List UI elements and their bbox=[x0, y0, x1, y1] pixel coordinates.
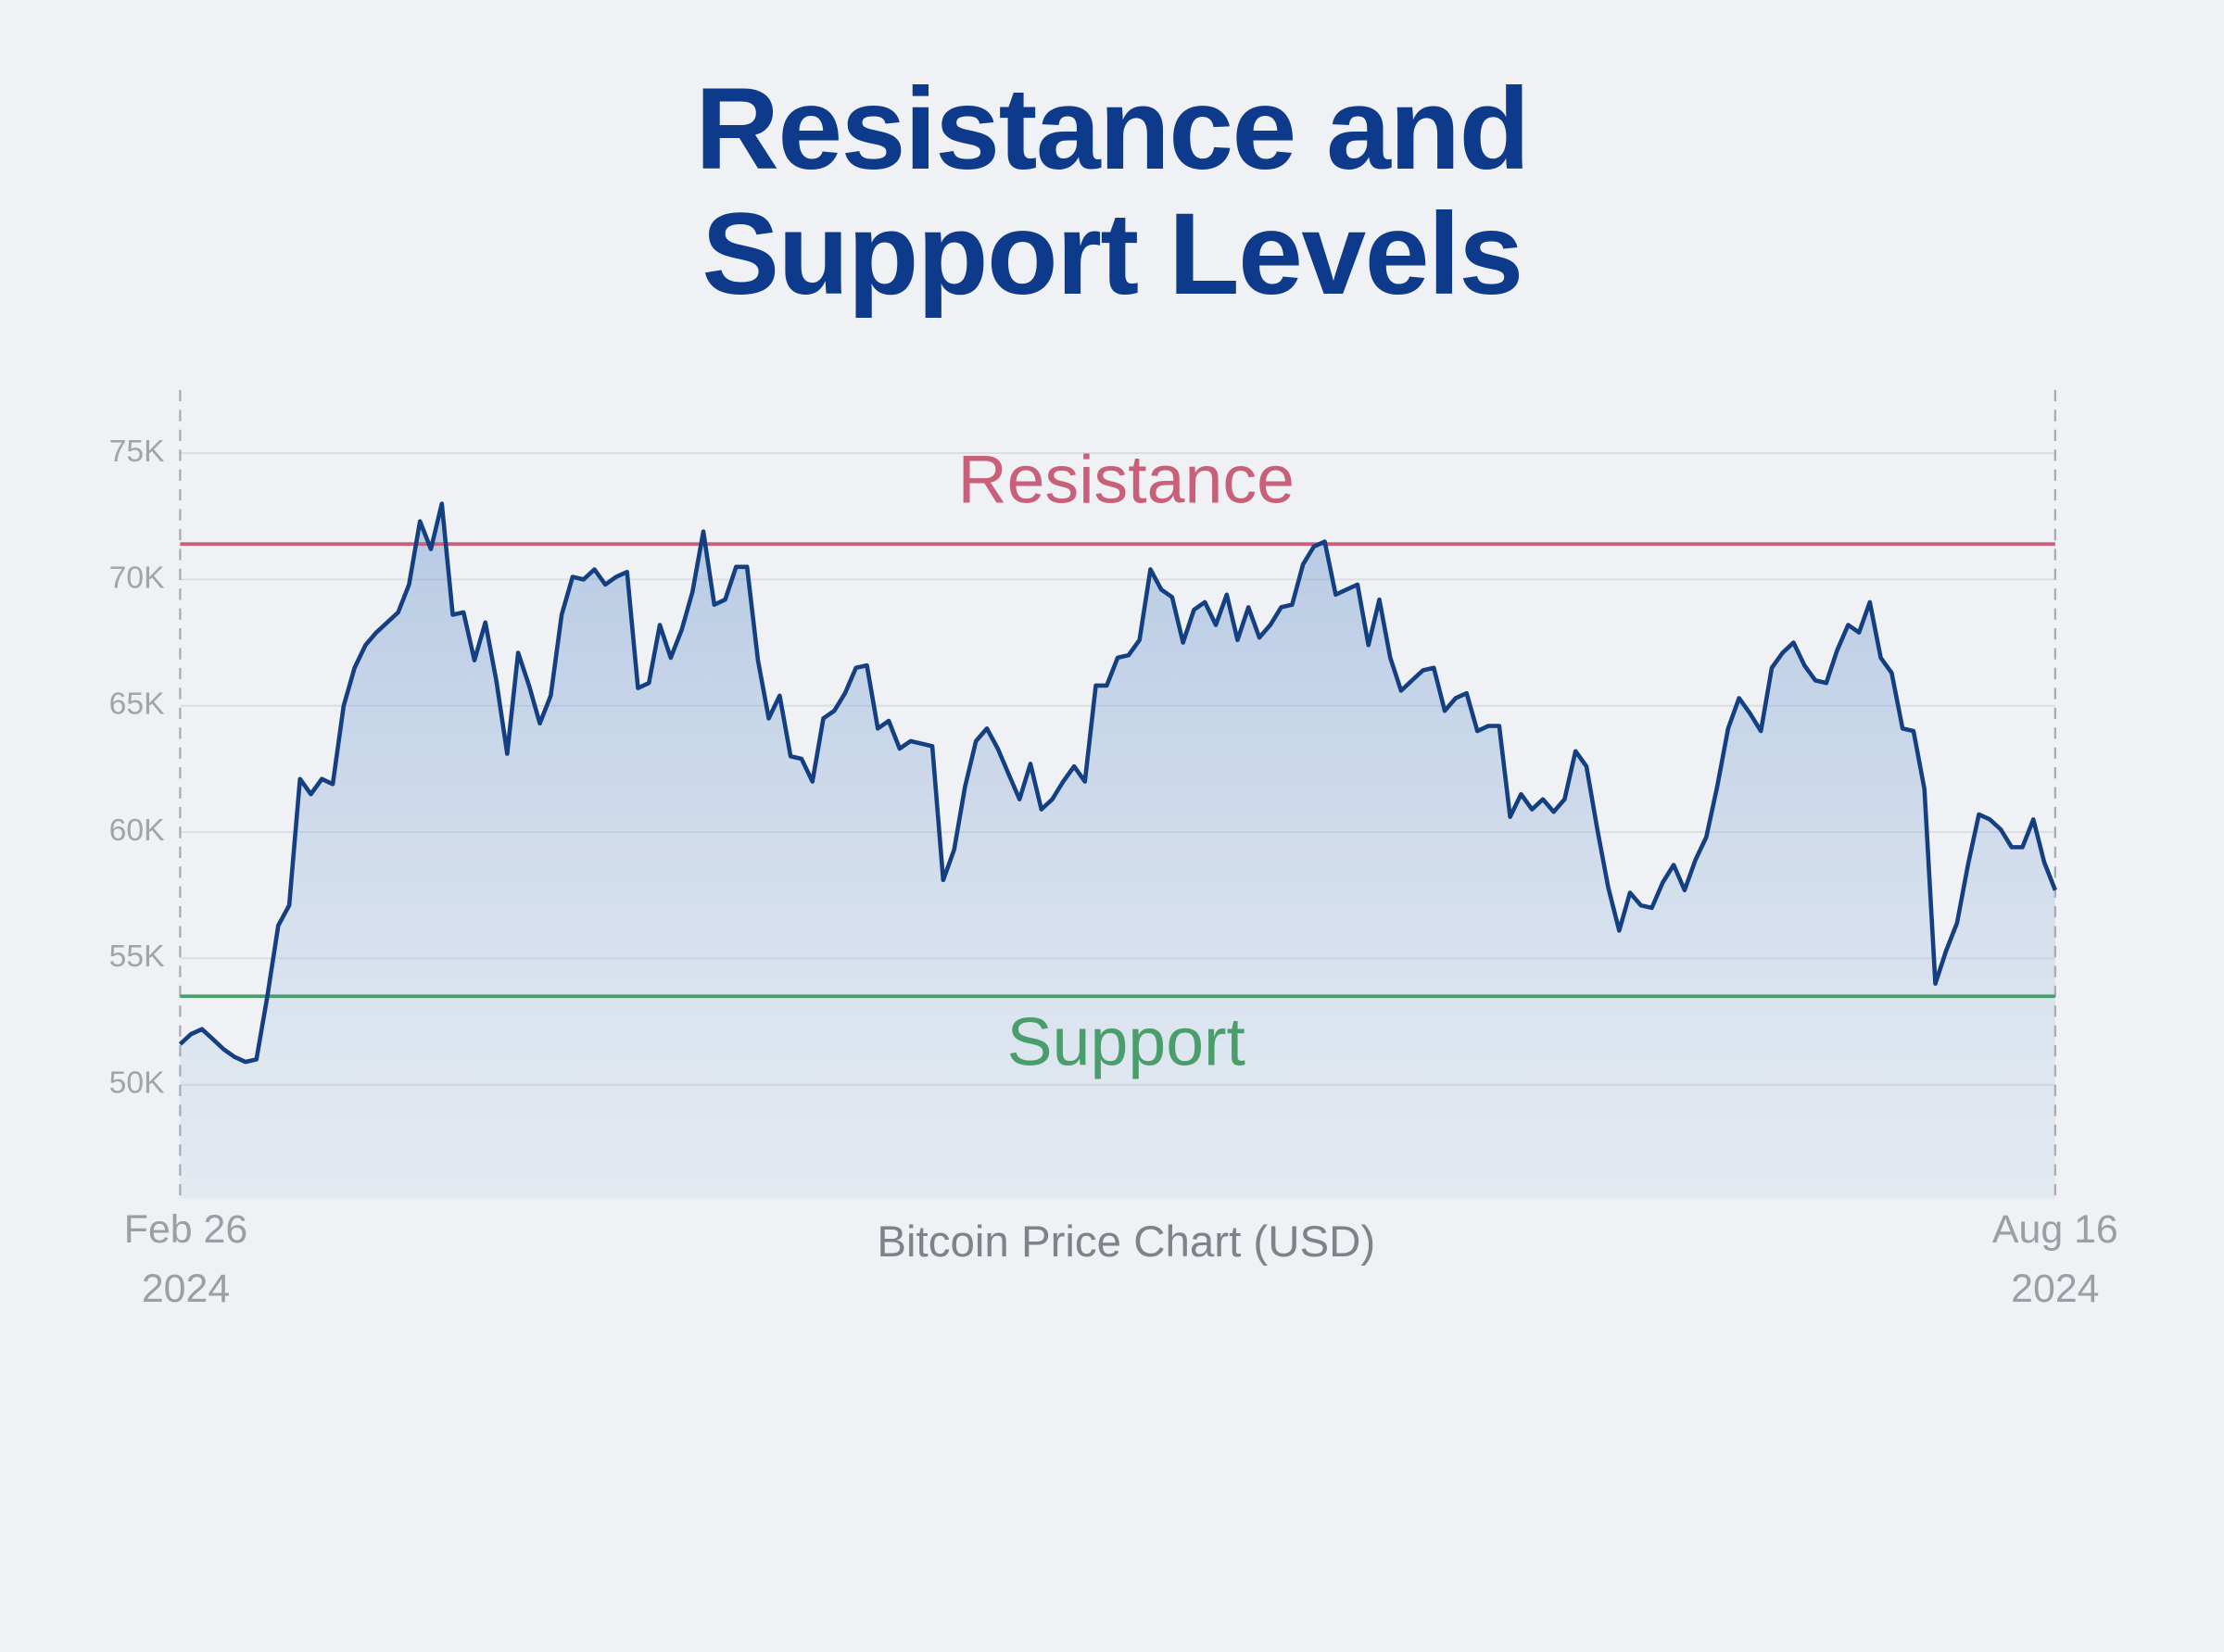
y-tick-label: 50K bbox=[109, 1066, 165, 1101]
chart-title: Resistance and Support Levels bbox=[695, 65, 1530, 320]
x-tick-label: Aug 16 2024 bbox=[1991, 1206, 2118, 1311]
area bbox=[180, 503, 2055, 1199]
y-tick-label: 65K bbox=[109, 687, 165, 722]
x-tick-label: Feb 26 2024 bbox=[123, 1206, 248, 1311]
y-tick-label: 55K bbox=[109, 939, 165, 974]
level-label: Support bbox=[1007, 1003, 1245, 1080]
level-label: Resistance bbox=[958, 440, 1295, 517]
y-tick-label: 60K bbox=[109, 813, 165, 848]
x-axis-label: Bitcoin Price Chart (USD) bbox=[877, 1217, 1376, 1267]
y-tick-label: 70K bbox=[109, 561, 165, 595]
price-line bbox=[178, 501, 2057, 1065]
y-tick-label: 75K bbox=[109, 435, 165, 469]
